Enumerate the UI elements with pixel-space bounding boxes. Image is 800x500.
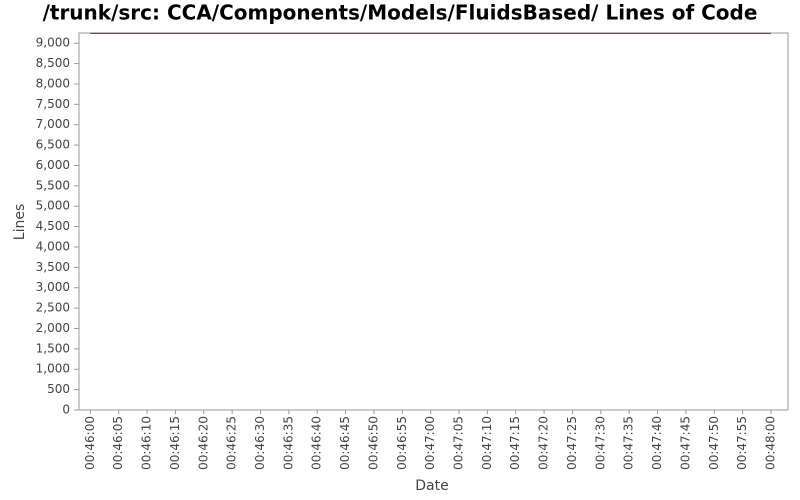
x-tick-label: 00:47:55: [735, 416, 749, 470]
x-tick-label: 00:47:50: [707, 416, 721, 470]
y-tick-label: 1,500: [36, 341, 70, 355]
y-tick-label: 2,500: [36, 301, 70, 315]
chart-title: /trunk/src: CCA/Components/Models/Fluids…: [43, 1, 758, 25]
x-tick-label: 00:47:00: [423, 416, 437, 470]
y-tick-label: 4,500: [36, 219, 70, 233]
x-tick-label: 00:46:25: [225, 416, 239, 470]
x-tick-label: 00:47:20: [537, 416, 551, 470]
x-tick-label: 00:47:25: [565, 416, 579, 470]
x-tick-label: 00:46:40: [310, 416, 324, 470]
y-tick-label: 2,000: [36, 321, 70, 335]
y-tick-label: 3,000: [36, 280, 70, 294]
x-tick-label: 00:46:50: [366, 416, 380, 470]
x-tick-label: 00:46:00: [83, 416, 97, 470]
x-tick-label: 00:47:35: [622, 416, 636, 470]
x-tick-label: 00:46:55: [395, 416, 409, 470]
y-tick-label: 4,000: [36, 239, 70, 253]
y-tick-label: 9,000: [36, 36, 70, 50]
x-tick-label: 00:46:30: [253, 416, 267, 470]
x-tick-label: 00:47:40: [650, 416, 664, 470]
y-tick-label: 6,500: [36, 138, 70, 152]
x-tick-label: 00:47:30: [593, 416, 607, 470]
y-tick-label: 8,000: [36, 76, 70, 90]
x-tick-label: 00:48:00: [763, 416, 777, 470]
y-tick-label: 5,000: [36, 199, 70, 213]
x-tick-label: 00:46:20: [196, 416, 210, 470]
y-tick-label: 7,500: [36, 97, 70, 111]
y-axis-label: Lines: [12, 204, 28, 240]
y-tick-label: 7,000: [36, 117, 70, 131]
x-tick-label: 00:46:05: [111, 416, 125, 470]
y-tick-label: 500: [47, 382, 70, 396]
plot-area: [78, 32, 789, 411]
x-tick-label: 00:47:05: [452, 416, 466, 470]
x-tick-label: 00:46:45: [338, 416, 352, 470]
y-tick-label: 1,000: [36, 362, 70, 376]
x-tick-label: 00:46:10: [140, 416, 154, 470]
x-axis-label: Date: [415, 478, 448, 494]
x-tick-label: 00:47:45: [678, 416, 692, 470]
x-tick-label: 00:46:15: [168, 416, 182, 470]
y-tick-label: 6,000: [36, 158, 70, 172]
y-tick-label: 0: [62, 403, 70, 417]
x-tick-label: 00:47:15: [508, 416, 522, 470]
y-tick-label: 5,500: [36, 178, 70, 192]
y-tick-label: 3,500: [36, 260, 70, 274]
y-tick-label: 8,500: [36, 56, 70, 70]
x-tick-label: 00:47:10: [480, 416, 494, 470]
x-tick-label: 00:46:35: [281, 416, 295, 470]
